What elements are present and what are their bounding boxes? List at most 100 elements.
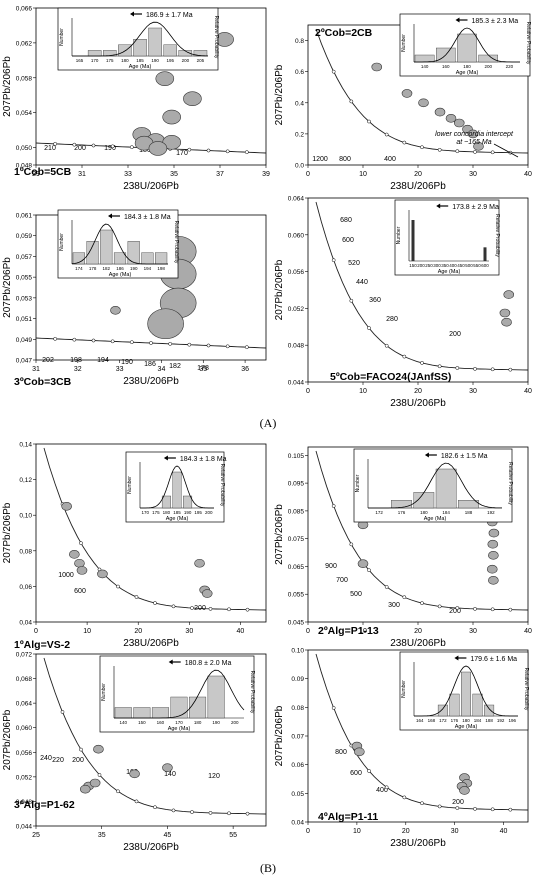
data-ellipse [357, 559, 369, 568]
inset-tick-label: 195 [194, 510, 202, 515]
inset-tick-label: 180 [420, 510, 428, 515]
concordia-point [331, 258, 336, 263]
inset-histogram: 172 176 180 184 188 192 Age (Ma) Number Relative… [353, 448, 513, 523]
inset-tick-label: 175 [152, 510, 160, 515]
inset-frame [57, 209, 179, 279]
concordia-age-label: 900 [325, 563, 337, 570]
concordia-point [455, 149, 460, 154]
y-tick-label: 0.044 [288, 380, 305, 387]
x-tick-label: 29 [32, 171, 40, 178]
concordia-age-label: 220 [52, 757, 64, 764]
concordia-point [171, 604, 176, 609]
inset-bar [87, 50, 102, 57]
inset-bar [151, 707, 169, 719]
data-ellipse [69, 550, 80, 559]
concordia-point [420, 601, 424, 606]
y-tick-label: 0,053 [16, 295, 33, 302]
y-tick-label: 0,12 [19, 477, 32, 484]
x-tick-label: 39 [262, 171, 270, 178]
concordia-age-label: 200 [452, 799, 464, 806]
x-tick-label: 10 [359, 388, 367, 395]
y-tick-label: 0,047 [16, 358, 33, 365]
inset-tick-label: 178 [89, 266, 97, 271]
inset-tick-label: 500 [465, 263, 473, 268]
inset-histogram: 170 175 180 185 190 195 200 Age (Ma) Number Relat… [125, 451, 227, 523]
concordia-point [190, 810, 194, 814]
concordia-point [245, 811, 250, 816]
y-tick-label: 0.05 [291, 791, 304, 798]
data-ellipse [129, 769, 140, 779]
inset-histogram: 164 168 172 176 180 184 188 192 196 Age (Ma) Numbe… [399, 651, 529, 731]
concordia-point [420, 145, 424, 150]
x-tick-label: 35 [98, 832, 106, 839]
data-ellipse [74, 558, 85, 568]
inset-tick-label: 174 [75, 266, 83, 271]
inset-tick-label: 550 [473, 263, 481, 268]
data-ellipse [183, 91, 202, 107]
inset-tick-label: 170 [91, 58, 99, 63]
y-tick-label: 0,050 [16, 145, 33, 152]
concordia-age-label: 170 [176, 150, 188, 157]
x-tick-label: 36 [241, 366, 249, 373]
inset-age-arrowhead [130, 11, 134, 17]
inset-tick-label: 190 [151, 58, 159, 63]
concordia-point [149, 341, 153, 345]
inset-tick-label: 400 [449, 263, 457, 268]
inset-bar [193, 50, 208, 57]
x-tick-label: 0 [306, 171, 310, 178]
inset-age-arrowhead [455, 17, 460, 23]
y-tick-label: 0,08 [19, 548, 32, 555]
concordia-point [110, 339, 115, 344]
inset-y2-label: Relative Probability [249, 671, 255, 714]
inset-tick-label: 168 [428, 718, 436, 723]
x-tick-label: 10 [359, 171, 367, 178]
y-axis-label: 207Pb/206Pb [274, 504, 285, 565]
x-axis-label: 238U/206Pb [123, 376, 179, 387]
y-tick-label: 0,059 [16, 233, 33, 240]
x-tick-label: 20 [402, 828, 410, 835]
inset-tick-label: 182 [103, 266, 111, 271]
y-tick-label: 0.052 [288, 306, 305, 313]
inset-tick-label: 140 [421, 64, 429, 69]
inset-bar [133, 39, 147, 57]
y-tick-label: 0,066 [16, 6, 33, 13]
panel-label: 4ºAlg=P1-11 [318, 811, 378, 823]
x-tick-label: 25 [32, 832, 40, 839]
x-tick-label: 31 [78, 171, 86, 178]
inset-y-label: Number [401, 680, 407, 698]
y-tick-label: 0,06 [19, 584, 32, 591]
concordia-age-label: 120 [208, 773, 220, 780]
inset-tick-label: 220 [506, 64, 514, 69]
data-ellipse [155, 71, 175, 86]
inset-tick-label: 150 [138, 720, 146, 725]
y-tick-label: 0.064 [288, 196, 305, 203]
x-tick-label: 30 [469, 388, 477, 395]
inset-bar [170, 696, 188, 719]
inset-tick-label: 164 [416, 718, 424, 723]
concordia-age-label: 520 [348, 260, 360, 267]
data-ellipse [201, 589, 213, 598]
concordia-point [367, 568, 371, 573]
y-axis-label: 207Pb/206Pb [274, 705, 285, 766]
concordia-point [420, 801, 424, 806]
inset-age-label: 182.6 ± 1.5 Ma [441, 453, 488, 460]
y-tick-label: 0,072 [16, 652, 33, 659]
y-tick-label: 0,051 [16, 316, 33, 323]
concordia-age-label: 178 [197, 365, 209, 372]
concordia-point [116, 584, 120, 589]
inset-tick-label: 180 [163, 510, 171, 515]
inset-tick-label: 150 [409, 263, 417, 268]
concordia-point [245, 607, 250, 612]
concordia-point [208, 606, 213, 611]
inset-probability-curve [140, 465, 214, 509]
y-tick-label: 0,044 [16, 824, 33, 831]
x-tick-label: 0 [306, 828, 310, 835]
data-ellipse [488, 576, 499, 585]
inset-age-label: 185.3 ± 2.3 Ma [472, 18, 519, 25]
inset-probability-curve [71, 223, 168, 265]
y-tick-label: 0,055 [16, 275, 33, 282]
inset-bar [411, 220, 415, 261]
inset-tick-label: 190 [212, 720, 220, 725]
inset-age-arrowhead [168, 659, 173, 665]
concordia-age-label: 190 [121, 359, 133, 366]
